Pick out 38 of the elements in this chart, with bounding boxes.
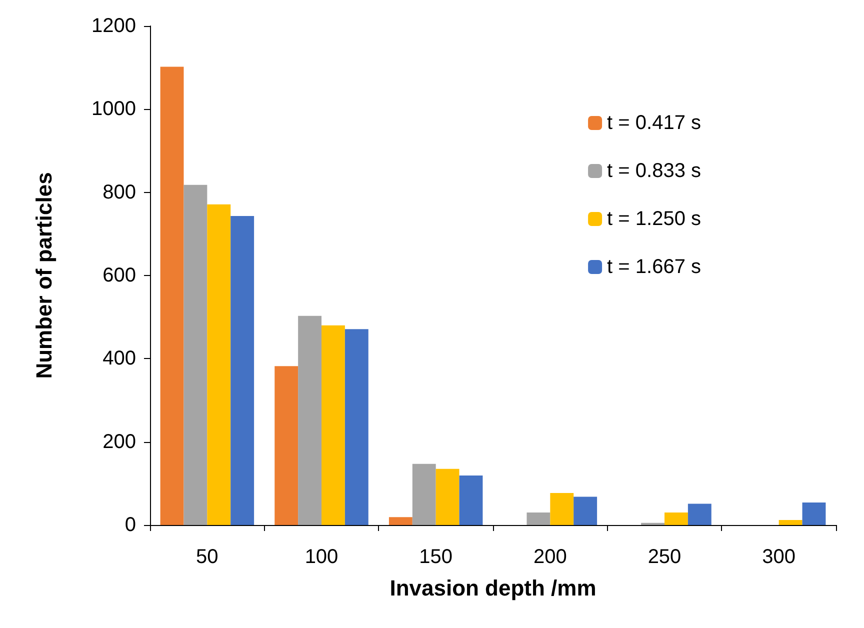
bar — [526, 512, 550, 525]
bar — [688, 504, 712, 525]
bar — [230, 216, 254, 525]
bar — [574, 496, 598, 525]
y-tick-label: 800 — [102, 181, 136, 204]
x-tick-label: 150 — [419, 546, 453, 568]
x-tick-label: 50 — [196, 546, 218, 568]
bar — [550, 492, 574, 525]
legend-label: t = 1.250 s — [607, 208, 702, 230]
bar — [412, 464, 436, 525]
bar — [802, 502, 826, 525]
bar — [459, 476, 483, 525]
y-tick-label: 0 — [124, 514, 136, 536]
x-axis-title: Invasion depth /mm — [390, 576, 596, 600]
bar — [160, 66, 184, 525]
bar — [664, 512, 688, 525]
legend-label: t = 0.833 s — [607, 160, 702, 182]
y-tick-label: 1200 — [92, 15, 136, 37]
legend-label: t = 0.417 s — [607, 112, 702, 134]
legend-label: t = 1.667 s — [607, 256, 702, 278]
bar — [778, 520, 802, 525]
bar — [322, 325, 345, 525]
x-tick-label: 100 — [304, 546, 338, 568]
bar — [274, 366, 298, 525]
bar — [207, 204, 231, 525]
y-tick-label: 200 — [102, 430, 136, 453]
y-tick-label: 600 — [102, 264, 136, 286]
bar — [298, 316, 322, 525]
bar — [388, 517, 412, 525]
y-tick-label: 1000 — [92, 98, 136, 120]
bar — [344, 329, 368, 525]
bar — [436, 468, 460, 525]
x-tick-label: 250 — [648, 546, 682, 568]
y-tick-label: 400 — [102, 348, 136, 370]
x-tick-label: 300 — [762, 546, 796, 568]
x-tick-label: 200 — [533, 546, 567, 568]
bar — [184, 184, 208, 525]
y-axis-title: Number of particles — [32, 172, 56, 379]
